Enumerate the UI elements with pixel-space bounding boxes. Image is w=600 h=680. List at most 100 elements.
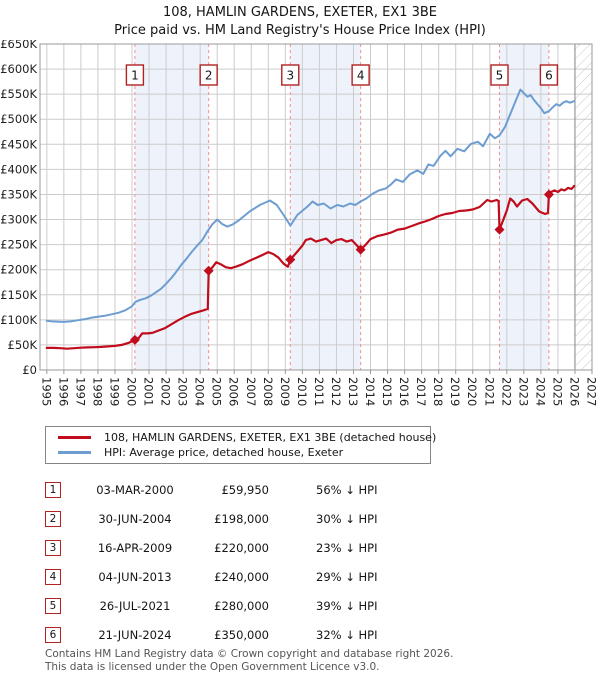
svg-text:2014: 2014 — [363, 377, 377, 406]
svg-text:2023: 2023 — [516, 377, 530, 406]
svg-text:£50K: £50K — [8, 338, 38, 352]
svg-text:2011: 2011 — [312, 377, 326, 406]
svg-text:6: 6 — [545, 69, 553, 83]
y-axis-labels: £0 £50K £100K £150K £200K £250K £300K £350K £400… — [0, 40, 37, 377]
svg-text:1996: 1996 — [56, 377, 70, 406]
hpi-line — [45, 88, 576, 323]
sale-number-badge: 5 — [45, 597, 61, 614]
sale-date: 21-JUN-2024 — [98, 627, 172, 642]
svg-text:£450K: £450K — [0, 137, 37, 151]
svg-text:2020: 2020 — [465, 377, 479, 406]
svg-text:2000: 2000 — [125, 377, 139, 406]
svg-text:2024: 2024 — [533, 377, 547, 406]
svg-text:5: 5 — [496, 69, 504, 83]
svg-text:2010: 2010 — [295, 377, 309, 406]
svg-text:2007: 2007 — [244, 377, 258, 406]
legend: 108, HAMLIN GARDENS, EXETER, EX1 3BE (de… — [45, 426, 436, 464]
sale-number-badge: 2 — [45, 510, 61, 527]
svg-text:2026: 2026 — [567, 377, 581, 406]
sale-pct-vs-hpi: 56% ↓ HPI — [316, 482, 378, 497]
svg-text:2009: 2009 — [278, 377, 292, 406]
svg-text:1998: 1998 — [90, 377, 104, 406]
svg-text:2015: 2015 — [380, 377, 394, 406]
sale-price: £59,950 — [221, 482, 269, 497]
svg-text:2022: 2022 — [499, 377, 513, 406]
sale-row: 4 04-JUN-2013 £240,000 29% ↓ HPI — [45, 562, 555, 591]
sale-row: 1 03-MAR-2000 £59,950 56% ↓ HPI — [45, 475, 555, 504]
svg-text:2003: 2003 — [176, 377, 190, 406]
footer-line-1: Contains HM Land Registry data © Crown c… — [45, 648, 454, 660]
sale-number-badge: 6 — [45, 626, 61, 643]
svg-text:2013: 2013 — [346, 377, 360, 406]
sale-number-badge: 3 — [45, 539, 61, 556]
svg-text:£250K: £250K — [0, 238, 37, 252]
sale-number-badge: 4 — [45, 568, 61, 585]
svg-text:£200K: £200K — [0, 263, 37, 277]
svg-text:£500K: £500K — [0, 112, 37, 126]
svg-text:2027: 2027 — [585, 377, 599, 406]
chart-title: 108, HAMLIN GARDENS, EXETER, EX1 3BE Pri… — [0, 4, 600, 40]
svg-text:£100K: £100K — [0, 313, 37, 327]
svg-text:2016: 2016 — [397, 377, 411, 406]
sale-number-boxes: 1 2 3 4 5 6 — [125, 64, 559, 86]
chart-title-subtitle: Price paid vs. HM Land Registry's House … — [114, 23, 486, 38]
sale-date: 03-MAR-2000 — [96, 482, 174, 497]
svg-text:2: 2 — [205, 69, 213, 83]
footer-line-2: This data is licensed under the Open Gov… — [45, 660, 380, 673]
svg-text:£0: £0 — [22, 363, 37, 377]
svg-text:2001: 2001 — [142, 377, 156, 406]
svg-text:2012: 2012 — [329, 377, 343, 406]
sale-row: 5 26-JUL-2021 £280,000 39% ↓ HPI — [45, 591, 555, 620]
future-period-hatch — [574, 44, 592, 370]
svg-text:£150K: £150K — [0, 288, 37, 302]
hpi-line-swatch — [58, 451, 91, 454]
svg-text:1999: 1999 — [107, 377, 121, 406]
sale-price: £280,000 — [214, 598, 269, 613]
svg-text:2005: 2005 — [210, 377, 224, 406]
sale-point-markers — [129, 189, 554, 345]
svg-text:£300K: £300K — [0, 213, 37, 227]
svg-text:3: 3 — [286, 69, 294, 83]
sale-row: 3 16-APR-2009 £220,000 23% ↓ HPI — [45, 533, 555, 562]
svg-text:2025: 2025 — [550, 377, 564, 406]
sale-price: £198,000 — [214, 511, 269, 526]
svg-text:2008: 2008 — [261, 377, 275, 406]
sale-row: 6 21-JUN-2024 £350,000 32% ↓ HPI — [45, 620, 555, 649]
svg-text:2017: 2017 — [414, 377, 428, 406]
svg-text:£550K: £550K — [0, 87, 37, 101]
svg-text:1: 1 — [131, 69, 139, 83]
legend-label-hpi: HPI: Average price, detached house, Exet… — [104, 446, 344, 459]
sale-price: £240,000 — [214, 569, 269, 584]
sale-price: £220,000 — [214, 540, 269, 555]
price-paid-line-swatch — [58, 436, 91, 439]
svg-text:£600K: £600K — [0, 62, 37, 76]
legend-row-price-paid: 108, HAMLIN GARDENS, EXETER, EX1 3BE (de… — [58, 430, 436, 445]
svg-text:2002: 2002 — [159, 377, 173, 406]
footer: Contains HM Land Registry data © Crown c… — [45, 648, 453, 673]
grid — [40, 43, 593, 371]
svg-text:4: 4 — [357, 69, 365, 83]
sale-pct-vs-hpi: 23% ↓ HPI — [316, 540, 378, 555]
svg-text:2019: 2019 — [448, 377, 462, 406]
sale-pct-vs-hpi: 30% ↓ HPI — [316, 511, 378, 526]
legend-row-hpi: HPI: Average price, detached house, Exet… — [58, 445, 426, 460]
x-axis-labels: 1995 1996 1997 1998 1999 2000 2001 2002 2003 2004… — [39, 370, 599, 406]
legend-label-price-paid: 108, HAMLIN GARDENS, EXETER, EX1 3BE (de… — [104, 431, 437, 444]
sales-table: 1 03-MAR-2000 £59,950 56% ↓ HPI 2 30-JUN-2004… — [45, 475, 555, 649]
sale-pct-vs-hpi: 39% ↓ HPI — [316, 598, 378, 613]
svg-text:2004: 2004 — [193, 377, 207, 406]
sale-date-dashed-lines — [134, 44, 550, 370]
svg-text:£400K: £400K — [0, 162, 37, 176]
svg-text:1995: 1995 — [39, 377, 53, 406]
svg-text:£650K: £650K — [0, 40, 37, 51]
plot-border — [39, 43, 593, 371]
price-paid-line — [45, 184, 576, 350]
svg-text:£350K: £350K — [0, 187, 37, 201]
svg-text:2021: 2021 — [482, 377, 496, 406]
sale-row: 2 30-JUN-2004 £198,000 30% ↓ HPI — [45, 504, 555, 533]
sale-date: 16-APR-2009 — [97, 540, 173, 555]
sale-date: 30-JUN-2004 — [98, 511, 172, 526]
sale-pct-vs-hpi: 32% ↓ HPI — [316, 627, 378, 642]
sale-price: £350,000 — [214, 627, 269, 642]
